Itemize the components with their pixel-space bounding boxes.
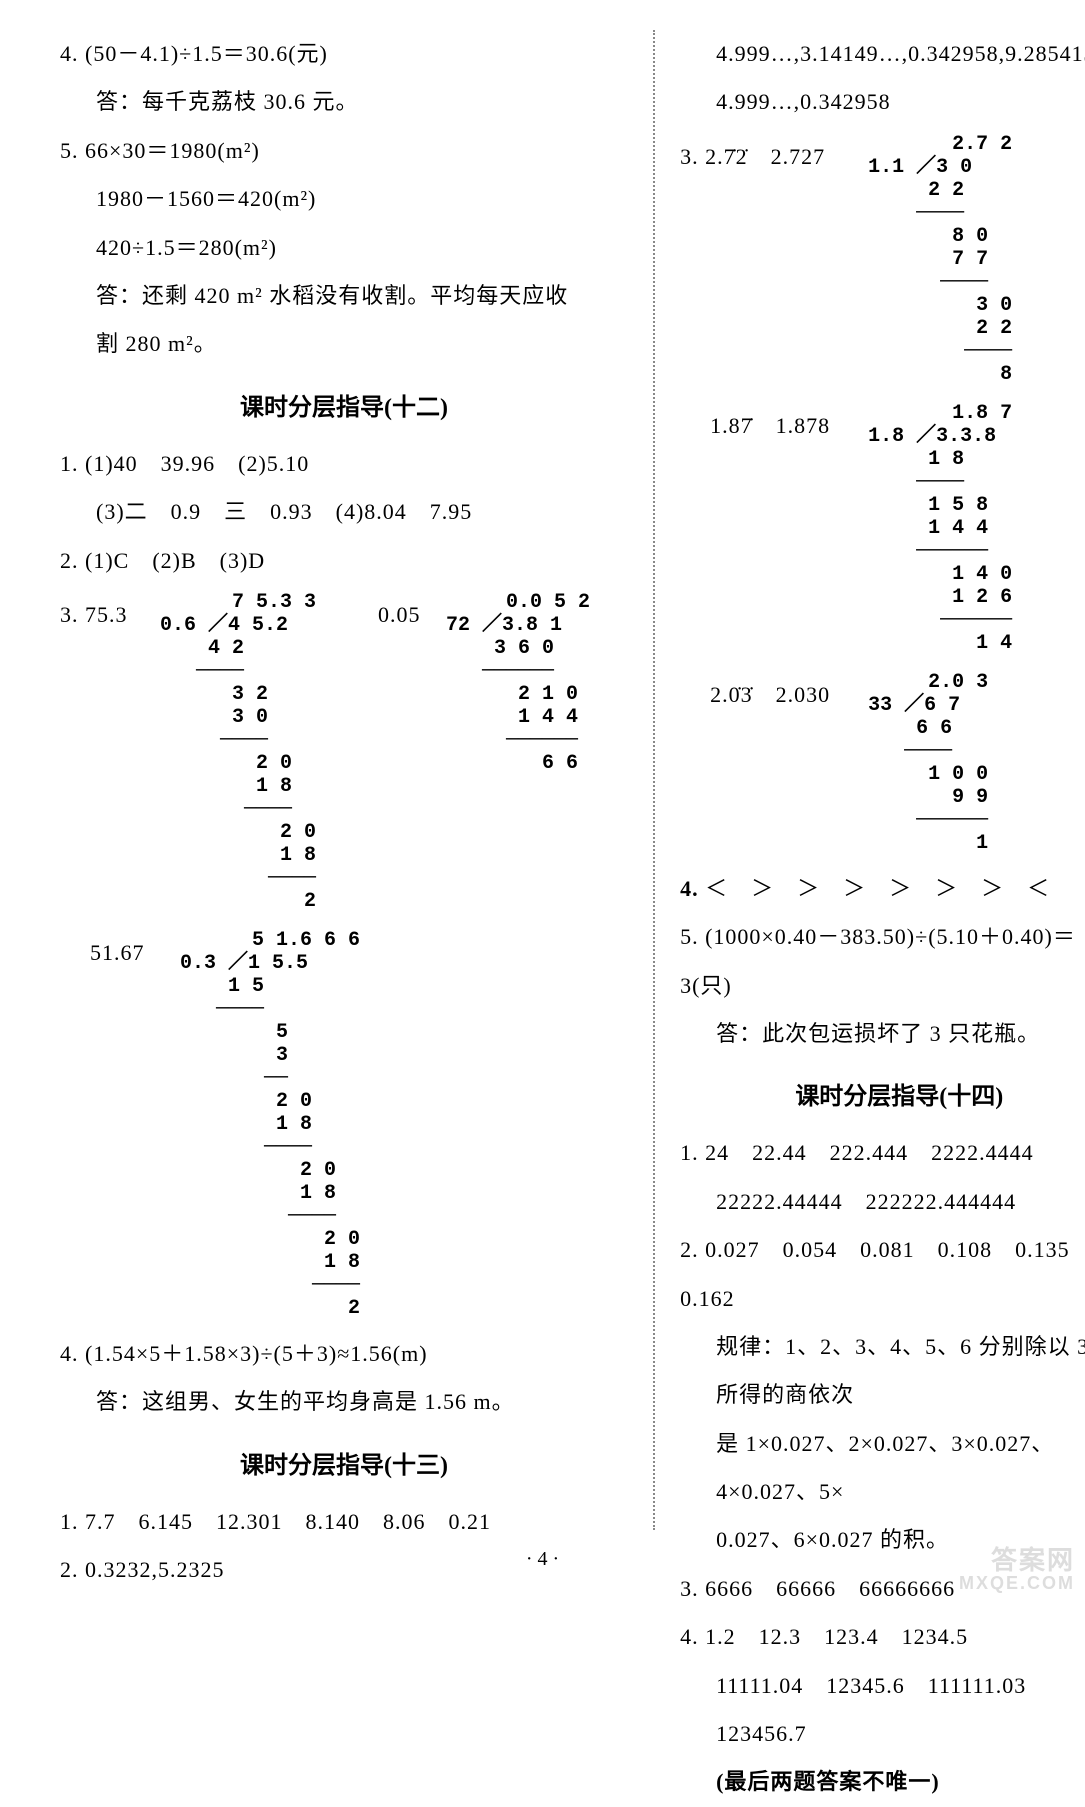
- watermark: 答案网 MXQE.COM: [959, 1546, 1075, 1594]
- s12-q3-lbl3: 51.67: [60, 923, 150, 977]
- left-column: 4. (50－4.1)÷1.5＝30.6(元) 答：每千克荔枝 30.6 元。 …: [60, 30, 653, 1530]
- s13-q3c: 2.0̇3̇ 2.030: [680, 665, 850, 719]
- q5-eq3: 420÷1.5＝280(m²): [60, 224, 628, 272]
- q5-ans2: 割 280 m²。: [60, 320, 628, 368]
- s13-q4: 4. ＜ ＞ ＞ ＞ ＞ ＞ ＞ ＜: [680, 865, 1085, 913]
- s12-q4a: 4. (1.54×5＋1.58×3)÷(5＋3)≈1.56(m): [60, 1330, 628, 1378]
- s13-q4-cmp: ＜ ＞ ＞ ＞ ＞ ＞ ＞ ＜: [705, 876, 1050, 901]
- q5-eq2: 1980－1560＝420(m²): [60, 175, 628, 223]
- watermark-line1: 答案网: [959, 1546, 1075, 1575]
- right-column: 4.999…,3.14149…,0.342958,9.285413… 4.999…: [653, 30, 1085, 1530]
- s12-q3-lbl2: 0.05: [378, 585, 428, 639]
- q5-ans1: 答：还剩 420 m² 水稻没有收割。平均每天应收: [60, 272, 628, 320]
- s14-q2b: 规律：1、2、3、4、5、6 分别除以 37,所得的商依次: [680, 1323, 1085, 1420]
- s12-q3-lbl1: 3. 75.3: [60, 585, 130, 639]
- s13-q3-row2: 1.87̇ 1.878 1.8 7 1.8 ／3.3.8 1 8 ──── 1 …: [680, 396, 1085, 665]
- s13-q5b: 答：此次包运损坏了 3 只花瓶。: [680, 1010, 1085, 1058]
- s14-q2a: 2. 0.027 0.054 0.081 0.108 0.135 0.162: [680, 1226, 1085, 1323]
- s14-q4a: 4. 1.2 12.3 123.4 1234.5: [680, 1613, 1085, 1661]
- s13-q3a: 3. 2.7̇2̇ 2.727: [680, 127, 850, 181]
- s14-q4b: 11111.04 12345.6 111111.03 123456.7: [680, 1662, 1085, 1759]
- s12-q2: 2. (1)C (2)B (3)D: [60, 537, 628, 585]
- longdiv-3: 5 1.6 6 6 0.3 ／1 5.5 1 5 ──── 5 3 ── 2 0…: [168, 929, 380, 1320]
- section-14-title: 课时分层指导(十四): [680, 1076, 1085, 1111]
- s13-q3-row3: 2.0̇3̇ 2.030 2.0 3 33 ／6 7 6 6 ──── 1 0 …: [680, 665, 1085, 865]
- s14-q1b: 22222.44444 222222.444444: [680, 1178, 1085, 1226]
- q4-eq: 4. (50－4.1)÷1.5＝30.6(元): [60, 30, 628, 78]
- s12-q3-row1: 3. 75.3 7 5.3 3 0.6 ／4 5.2 4 2 ──── 3 2 …: [60, 585, 628, 923]
- s13-q3b: 1.87̇ 1.878: [680, 396, 850, 450]
- longdiv-1: 7 5.3 3 0.6 ／4 5.2 4 2 ──── 3 2 3 0 ────…: [148, 591, 360, 913]
- s14-q4c: (最后两题答案不唯一): [680, 1758, 1085, 1806]
- s12-q3-row2: 51.67 5 1.6 6 6 0.3 ／1 5.5 1 5 ──── 5 3 …: [60, 923, 628, 1330]
- s14-q2c: 是 1×0.027、2×0.027、3×0.027、4×0.027、5×: [680, 1420, 1085, 1517]
- s13-q3-row1: 3. 2.7̇2̇ 2.727 2.7 2 1.1 ／3 0 2 2 ──── …: [680, 127, 1085, 396]
- section-12-title: 课时分层指导(十二): [60, 387, 628, 422]
- watermark-line2: MXQE.COM: [959, 1574, 1075, 1594]
- r-line1: 4.999…,3.14149…,0.342958,9.285413…: [680, 30, 1085, 78]
- longdiv-5: 1.8 7 1.8 ／3.3.8 1 8 ──── 1 5 8 1 4 4 ──…: [868, 402, 1032, 655]
- s12-q4b: 答：这组男、女生的平均身高是 1.56 m。: [60, 1378, 628, 1426]
- s13-q1: 1. 7.7 6.145 12.301 8.140 8.06 0.21: [60, 1498, 628, 1546]
- section-13-title: 课时分层指导(十三): [60, 1445, 628, 1480]
- s12-q1a: 1. (1)40 39.96 (2)5.10: [60, 440, 628, 488]
- r-line2: 4.999…,0.342958: [680, 78, 1085, 126]
- longdiv-4: 2.7 2 1.1 ／3 0 2 2 ──── 8 0 7 7 ──── 3 0…: [868, 133, 1032, 386]
- longdiv-2: 0.0 5 2 72 ／3.8 1 3 6 0 ────── 2 1 0 1 4…: [446, 591, 610, 775]
- q4-ans: 答：每千克荔枝 30.6 元。: [60, 78, 628, 126]
- s13-q5a: 5. (1000×0.40－383.50)÷(5.10＋0.40)＝3(只): [680, 913, 1085, 1010]
- longdiv-6: 2.0 3 33 ／6 7 6 6 ──── 1 0 0 9 9 ────── …: [868, 671, 1008, 855]
- q5-eq1: 5. 66×30＝1980(m²): [60, 127, 628, 175]
- s13-q4-num: 4.: [680, 876, 699, 901]
- s14-q1a: 1. 24 22.44 222.444 2222.4444: [680, 1129, 1085, 1177]
- s12-q1b: (3)二 0.9 三 0.93 (4)8.04 7.95: [60, 488, 628, 536]
